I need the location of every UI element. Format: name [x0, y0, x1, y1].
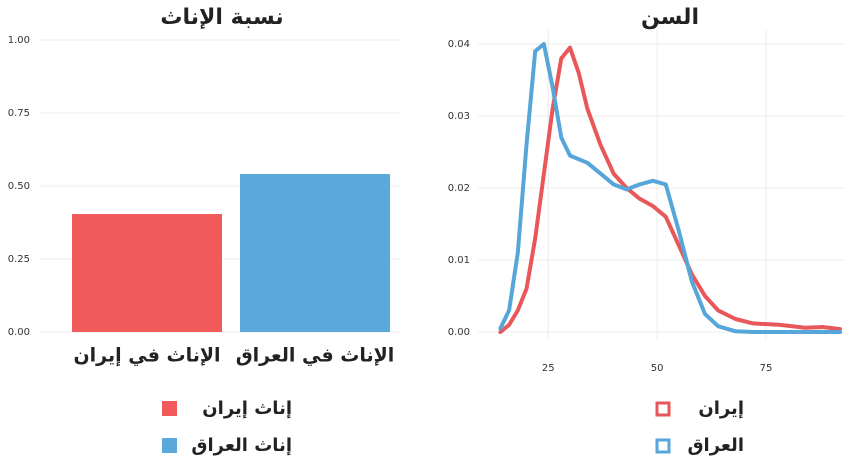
x-tick-label: 75: [760, 363, 773, 374]
y-tick-label: 0.00: [8, 327, 30, 338]
y-tick-label: 0.04: [448, 39, 470, 50]
legend-label: إناث إيران: [202, 398, 292, 419]
legend-label: العراق: [687, 435, 744, 456]
y-tick-label: 0.50: [8, 181, 30, 192]
legend-swatch: [655, 438, 671, 454]
line: [498, 42, 842, 334]
y-tick-label: 0.25: [8, 254, 30, 265]
x-tick-label: 50: [651, 363, 664, 374]
legend-swatch: [162, 438, 177, 453]
y-tick-label: 0.02: [448, 183, 470, 194]
y-tick-label: 0.01: [448, 255, 470, 266]
legend-swatch: [162, 401, 177, 416]
bar: [240, 174, 390, 332]
y-tick-label: 0.00: [448, 327, 470, 338]
legend-label: إيران: [698, 398, 744, 419]
y-tick-label: 0.03: [448, 111, 470, 122]
bar: [72, 214, 222, 332]
legend-swatch: [655, 401, 671, 417]
chart-title: نسبة الإناث: [160, 5, 283, 30]
x-tick-label: 25: [542, 363, 555, 374]
y-tick-label: 1.00: [8, 35, 30, 46]
x-tick-label: الإناث في إيران: [73, 345, 220, 367]
chart-title: السن: [641, 5, 699, 30]
x-tick-label: الإناث في العراق: [236, 345, 395, 367]
legend-label: إناث العراق: [191, 435, 292, 456]
y-tick-label: 0.75: [8, 108, 30, 119]
